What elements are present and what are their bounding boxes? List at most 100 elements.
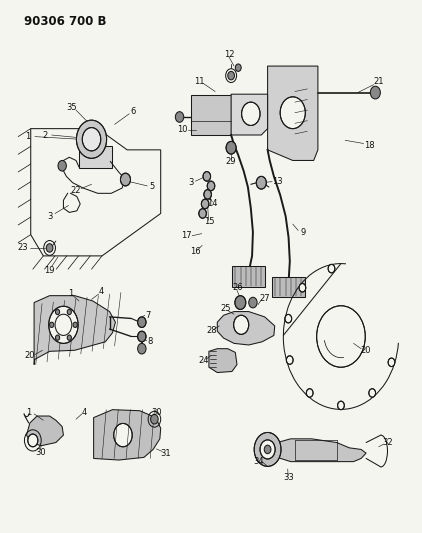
Text: 18: 18 bbox=[364, 141, 375, 150]
Text: 15: 15 bbox=[204, 217, 214, 227]
Text: 4: 4 bbox=[99, 287, 104, 296]
FancyBboxPatch shape bbox=[191, 95, 231, 135]
Circle shape bbox=[67, 309, 71, 314]
FancyBboxPatch shape bbox=[79, 146, 113, 168]
Polygon shape bbox=[34, 296, 116, 365]
Circle shape bbox=[299, 284, 306, 292]
Circle shape bbox=[67, 335, 71, 341]
Text: 33: 33 bbox=[283, 473, 294, 482]
Polygon shape bbox=[217, 312, 275, 345]
Circle shape bbox=[58, 160, 66, 171]
Circle shape bbox=[73, 322, 77, 327]
Circle shape bbox=[82, 127, 101, 151]
Text: 30: 30 bbox=[151, 408, 162, 417]
Text: 20: 20 bbox=[24, 351, 35, 360]
Circle shape bbox=[242, 102, 260, 125]
Circle shape bbox=[260, 440, 275, 459]
Text: 13: 13 bbox=[272, 177, 283, 186]
Circle shape bbox=[228, 71, 235, 80]
Text: 16: 16 bbox=[190, 247, 200, 256]
Text: 11: 11 bbox=[194, 77, 205, 86]
Circle shape bbox=[285, 314, 292, 323]
Circle shape bbox=[55, 335, 60, 341]
Text: 90306 700 B: 90306 700 B bbox=[24, 14, 107, 28]
Text: 30: 30 bbox=[35, 448, 46, 457]
Polygon shape bbox=[268, 66, 318, 160]
Circle shape bbox=[328, 264, 335, 273]
Circle shape bbox=[235, 64, 241, 71]
Circle shape bbox=[28, 434, 38, 447]
Circle shape bbox=[280, 97, 306, 128]
Circle shape bbox=[388, 358, 395, 367]
Text: 34: 34 bbox=[253, 457, 264, 466]
Text: 9: 9 bbox=[300, 228, 306, 237]
FancyBboxPatch shape bbox=[272, 277, 305, 297]
Circle shape bbox=[306, 389, 313, 397]
Circle shape bbox=[204, 190, 211, 199]
Text: 1: 1 bbox=[25, 132, 30, 141]
Text: 7: 7 bbox=[146, 311, 151, 320]
Circle shape bbox=[76, 120, 107, 158]
Circle shape bbox=[114, 423, 132, 447]
Polygon shape bbox=[209, 349, 237, 373]
Text: 35: 35 bbox=[67, 103, 77, 112]
Text: 31: 31 bbox=[160, 449, 171, 458]
Text: 26: 26 bbox=[232, 283, 243, 292]
Circle shape bbox=[50, 322, 54, 327]
Circle shape bbox=[203, 172, 211, 181]
Text: 3: 3 bbox=[188, 178, 194, 187]
Text: 17: 17 bbox=[181, 231, 192, 240]
Text: 3: 3 bbox=[47, 212, 52, 221]
Text: 14: 14 bbox=[207, 199, 217, 208]
Text: 19: 19 bbox=[44, 266, 55, 275]
Text: 1: 1 bbox=[26, 408, 31, 417]
Text: 25: 25 bbox=[220, 304, 231, 313]
Circle shape bbox=[120, 173, 130, 186]
Circle shape bbox=[256, 176, 266, 189]
Circle shape bbox=[235, 296, 246, 310]
Text: 32: 32 bbox=[383, 438, 393, 447]
Text: 21: 21 bbox=[373, 77, 384, 86]
Circle shape bbox=[264, 445, 271, 454]
Polygon shape bbox=[27, 416, 63, 446]
Circle shape bbox=[369, 389, 376, 397]
Text: 20: 20 bbox=[361, 346, 371, 355]
Text: 12: 12 bbox=[224, 50, 234, 59]
Circle shape bbox=[249, 297, 257, 308]
Text: 22: 22 bbox=[71, 186, 81, 195]
Circle shape bbox=[338, 401, 344, 410]
Polygon shape bbox=[94, 410, 161, 460]
Text: 8: 8 bbox=[148, 337, 153, 346]
Circle shape bbox=[199, 209, 206, 218]
Circle shape bbox=[201, 199, 209, 209]
Text: 24: 24 bbox=[198, 357, 209, 366]
Text: 29: 29 bbox=[226, 157, 236, 166]
Circle shape bbox=[49, 306, 78, 343]
Circle shape bbox=[138, 343, 146, 354]
Polygon shape bbox=[231, 94, 268, 135]
Circle shape bbox=[370, 86, 380, 99]
Circle shape bbox=[234, 316, 249, 334]
Text: 4: 4 bbox=[81, 408, 87, 417]
Circle shape bbox=[176, 112, 184, 122]
Text: 28: 28 bbox=[206, 326, 217, 335]
Circle shape bbox=[207, 181, 215, 191]
Circle shape bbox=[138, 331, 146, 342]
Circle shape bbox=[316, 306, 365, 367]
Circle shape bbox=[226, 141, 236, 154]
Circle shape bbox=[138, 317, 146, 327]
Text: 23: 23 bbox=[18, 244, 29, 253]
Circle shape bbox=[151, 415, 158, 424]
FancyBboxPatch shape bbox=[232, 266, 265, 287]
Circle shape bbox=[254, 432, 281, 466]
Text: 2: 2 bbox=[42, 131, 47, 140]
Text: 1: 1 bbox=[68, 288, 73, 297]
Text: 6: 6 bbox=[131, 107, 136, 116]
Text: 27: 27 bbox=[260, 294, 270, 303]
Polygon shape bbox=[277, 439, 366, 462]
Text: 5: 5 bbox=[150, 182, 155, 191]
Circle shape bbox=[46, 244, 53, 252]
Circle shape bbox=[287, 356, 293, 365]
Circle shape bbox=[55, 309, 60, 314]
Text: 10: 10 bbox=[177, 125, 188, 134]
